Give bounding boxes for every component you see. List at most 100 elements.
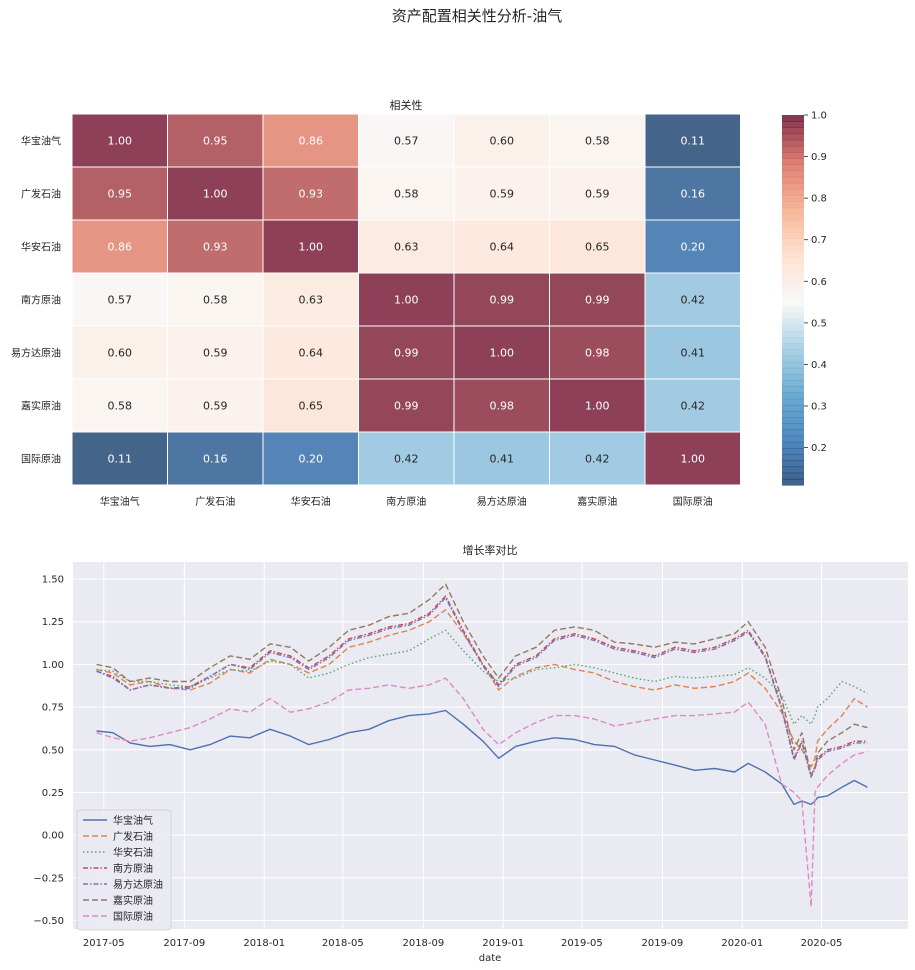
heatmap-cell: [453, 219, 550, 274]
figure-suptitle: 资产配置相关性分析-油气: [392, 7, 562, 25]
series-line: [96, 583, 868, 777]
colorbar-segment: [782, 337, 804, 344]
heatmap-cell-value: 0.64: [299, 347, 324, 360]
heatmap-cell: [644, 219, 741, 274]
colorbar-segment: [782, 466, 804, 474]
colorbar-segment: [782, 423, 804, 431]
heatmap-cell: [262, 219, 359, 274]
colorbar-segment: [782, 460, 804, 468]
colorbar-segment: [782, 170, 804, 178]
x-tick-label: 2020-05: [801, 938, 843, 949]
y-tick-label: 0.00: [42, 831, 64, 842]
heatmap-title: 相关性: [390, 98, 423, 112]
heatmap-cell-value: 0.59: [203, 400, 228, 413]
y-tick-label: 1.50: [42, 575, 64, 586]
colorbar-segment: [782, 478, 804, 486]
heatmap-cell: [262, 166, 359, 221]
colorbar-segment: [782, 250, 804, 258]
heatmap-cell-value: 0.95: [108, 188, 133, 201]
legend-label: 国际原油: [113, 910, 153, 923]
series-line: [96, 609, 868, 768]
heatmap-cell-value: 0.99: [585, 294, 610, 307]
heatmap-cell-value: 0.11: [681, 135, 706, 148]
heatmap-cell-value: 0.60: [108, 347, 133, 360]
colorbar-segment: [782, 367, 804, 375]
x-tick-label: 2018-05: [322, 938, 364, 949]
colorbar-segment: [782, 441, 804, 449]
heatmap-cell-value: 0.16: [681, 188, 706, 201]
colorbar-segment: [782, 411, 804, 418]
heatmap-cell: [549, 219, 646, 274]
x-tick-label: 2019-09: [642, 938, 684, 949]
colorbar-segment: [782, 275, 804, 283]
heatmap-cell: [167, 219, 264, 274]
heatmap-cell-value: 0.58: [585, 135, 610, 148]
heatmap-cell-value: 0.20: [299, 453, 324, 466]
heatmap-cell-value: 0.42: [394, 453, 419, 466]
colorbar-segment: [782, 121, 804, 128]
colorbar-segment: [782, 312, 804, 320]
heatmap-col-label: 嘉实原油: [577, 495, 617, 508]
colorbar-segment: [782, 115, 804, 122]
heatmap-cell-value: 0.57: [108, 294, 133, 307]
heatmap-cell: [71, 272, 168, 327]
heatmap-cell: [71, 113, 168, 168]
colorbar-segment: [782, 232, 804, 239]
x-tick-label: 2017-09: [163, 938, 205, 949]
colorbar-segment: [782, 293, 804, 301]
heatmap-cell-value: 0.58: [203, 294, 228, 307]
colorbar-tick-label: 0.8: [811, 194, 827, 205]
heatmap-cell-value: 0.86: [299, 135, 324, 148]
colorbar-segment: [782, 330, 804, 338]
colorbar-tick-label: 0.6: [811, 277, 827, 288]
colorbar-segment: [782, 324, 804, 332]
heatmap-row-label: 易方达原油: [11, 347, 61, 360]
heatmap-cell: [262, 431, 359, 486]
heatmap-cell-value: 1.00: [203, 188, 228, 201]
colorbar-segment: [782, 226, 804, 233]
heatmap-cell: [453, 378, 550, 433]
heatmap-row-label: 国际原油: [21, 453, 61, 466]
series-line: [96, 709, 868, 806]
heatmap-cell: [71, 431, 168, 486]
heatmap-cell: [549, 431, 646, 486]
heatmap-col-label: 华安石油: [291, 495, 331, 508]
y-tick-label: 0.50: [42, 745, 64, 756]
heatmap-cell: [644, 272, 741, 327]
heatmap-cell-value: 0.11: [108, 453, 133, 466]
y-tick-label: 1.25: [42, 617, 64, 628]
colorbar-segment: [782, 435, 804, 443]
colorbar-segment: [782, 472, 804, 480]
colorbar-segment: [782, 127, 804, 135]
heatmap-cell: [358, 219, 455, 274]
colorbar-segment: [782, 343, 804, 350]
heatmap-cell-value: 0.99: [490, 294, 515, 307]
heatmap-cell: [644, 431, 741, 486]
heatmap-cell: [549, 272, 646, 327]
series-line: [96, 677, 868, 908]
heatmap-colorbar: 0.2 0.3 0.4 0.5 0.6 0.7 0.8 0.9 1.0: [782, 111, 827, 486]
heatmap-cell: [644, 166, 741, 221]
colorbar-segment: [782, 133, 804, 141]
line-plot-area: [73, 562, 908, 929]
legend-label: 华宝油气: [113, 814, 153, 827]
x-tick-label: 2017-05: [83, 938, 125, 949]
heatmap-cell-value: 0.42: [585, 453, 610, 466]
colorbar-tick-label: 0.3: [811, 402, 827, 413]
colorbar-segment: [782, 213, 804, 221]
colorbar-segment: [782, 404, 804, 412]
legend-label: 广发石油: [113, 830, 153, 843]
heatmap-cell-value: 0.59: [490, 188, 515, 201]
y-tick-label: −0.25: [33, 873, 64, 884]
y-tick-label: −0.50: [33, 916, 64, 927]
heatmap-cell-value: 0.20: [681, 241, 706, 254]
legend-label: 华安石油: [113, 846, 153, 859]
series-line: [96, 629, 868, 725]
heatmap-row-label: 华宝油气: [21, 135, 61, 148]
heatmap-cell-value: 1.00: [585, 400, 610, 413]
colorbar-segment: [782, 152, 804, 159]
series-line: [96, 595, 868, 777]
legend-box: [76, 809, 172, 931]
heatmap-cell-value: 0.98: [490, 400, 515, 413]
colorbar-segment: [782, 380, 804, 387]
